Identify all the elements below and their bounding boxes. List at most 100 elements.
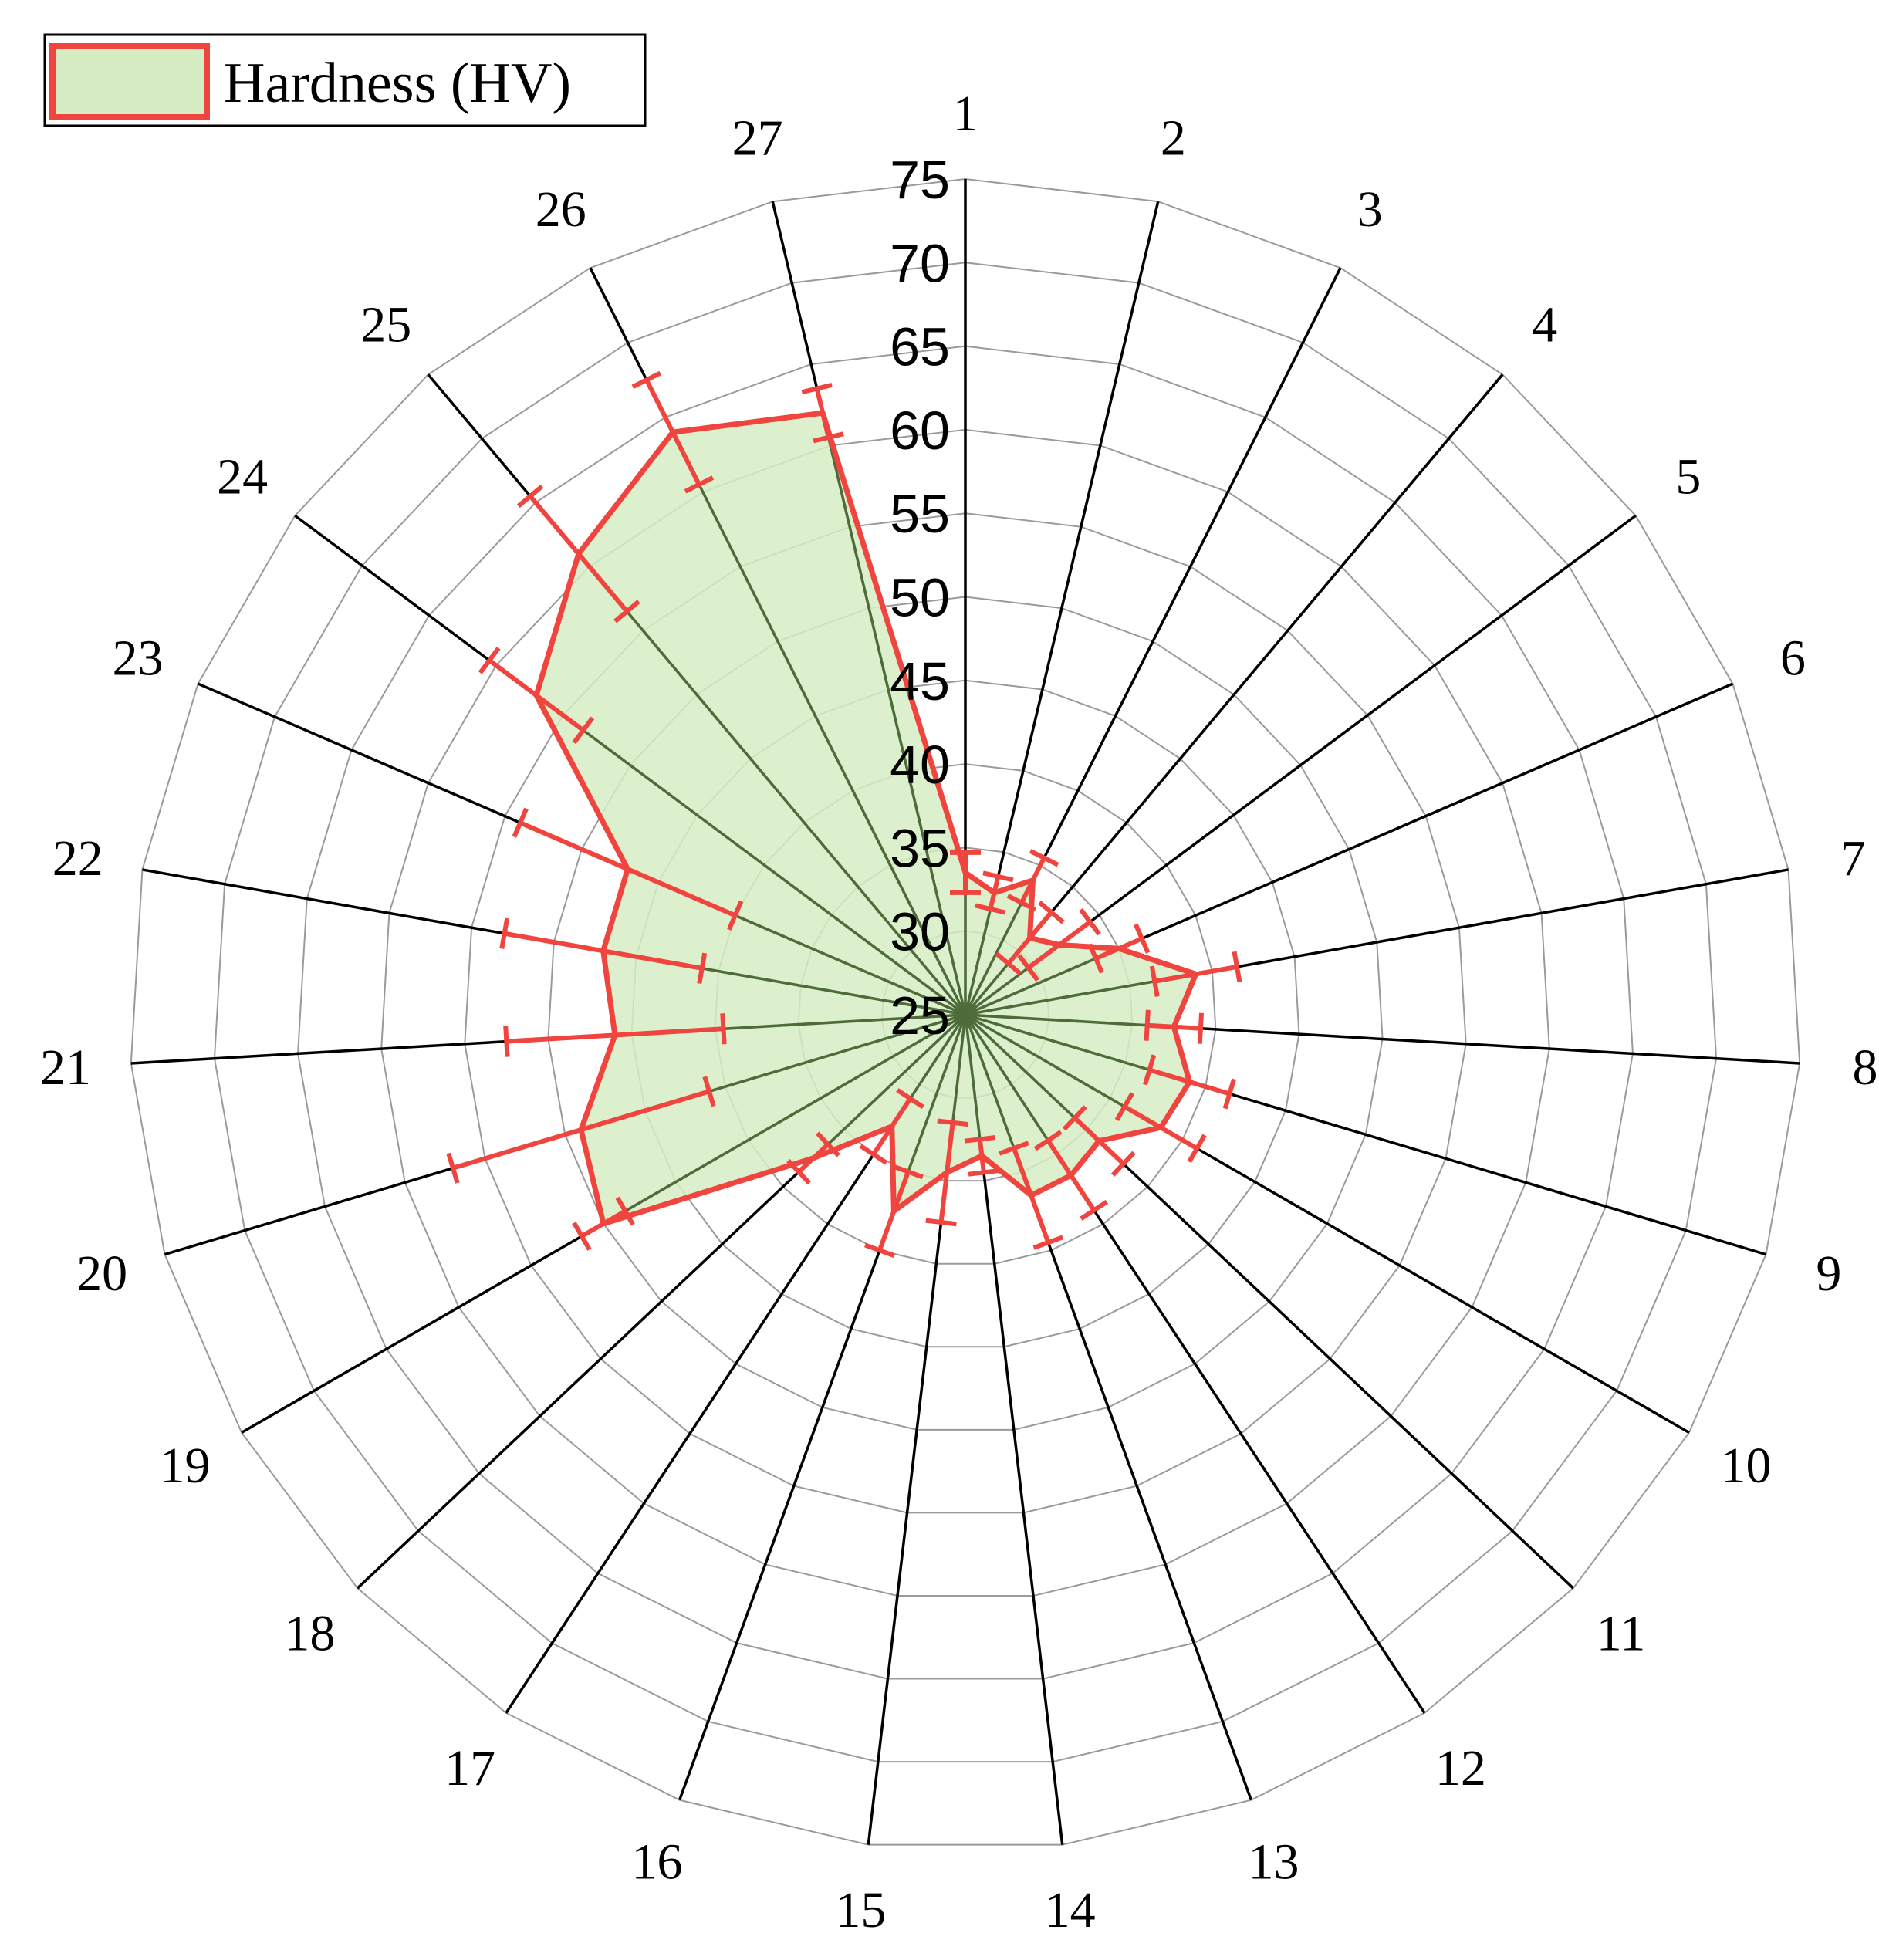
error-cap: [964, 1135, 996, 1144]
error-cap: [499, 917, 510, 949]
error-cap: [1232, 951, 1242, 983]
category-label: 21: [40, 1039, 91, 1096]
spoke: [964, 373, 1504, 1016]
category-label: 7: [1840, 830, 1866, 887]
error-cap: [801, 383, 833, 395]
error-cap: [893, 1164, 924, 1180]
error-cap: [1032, 1235, 1064, 1250]
category-label: 12: [1435, 1740, 1486, 1796]
error-cap: [975, 903, 1006, 915]
error-cap: [982, 870, 1014, 883]
spoke-inner: [965, 1013, 1174, 1029]
spoke-inner: [821, 412, 967, 1015]
category-label: 9: [1816, 1245, 1841, 1302]
error-cap: [503, 1026, 510, 1057]
error-cap: [859, 1144, 888, 1165]
error-cap: [1017, 954, 1040, 982]
category-label: 22: [52, 830, 103, 887]
error-cap: [512, 807, 529, 838]
grid-ring: [380, 428, 1550, 1597]
radial-tick-label: 25: [890, 985, 950, 1046]
error-cap: [684, 475, 715, 494]
category-label: 25: [360, 296, 411, 353]
error-cap: [1187, 1134, 1207, 1164]
error-cap: [631, 370, 662, 390]
category-label: 5: [1675, 449, 1701, 505]
category-label: 1: [953, 86, 978, 142]
spoke-inner: [965, 947, 1120, 1016]
legend-label: Hardness (HV): [224, 52, 571, 115]
radial-tick-label: 50: [890, 568, 950, 628]
category-label: 19: [159, 1438, 210, 1494]
error-cap: [1149, 965, 1160, 997]
spoke-inner: [964, 1014, 984, 1157]
category-label: 2: [1161, 110, 1186, 166]
error-cap: [697, 952, 708, 985]
spoke-inner: [671, 431, 967, 1015]
error-cap: [1134, 923, 1151, 954]
category-label: 3: [1357, 181, 1383, 238]
error-cap: [446, 1152, 460, 1184]
error-cap: [1079, 907, 1101, 936]
category-label: 16: [632, 1834, 683, 1891]
error-cap: [1114, 1092, 1134, 1121]
error-cap: [572, 1222, 592, 1251]
category-label: 27: [732, 110, 783, 166]
radial-tick-label: 30: [890, 902, 950, 962]
category-label: 8: [1853, 1039, 1878, 1096]
error-cap: [1222, 1078, 1236, 1110]
grid-ring: [130, 177, 1801, 1846]
error-cap: [995, 951, 1022, 975]
category-label: 13: [1248, 1834, 1299, 1891]
error-cap: [968, 1168, 1000, 1177]
spoke-inner: [812, 1013, 967, 1160]
category-label: 14: [1045, 1882, 1096, 1938]
error-cap: [516, 484, 544, 509]
radial-tick-labels: 25 30 35 40 45 50 55 60 65 70 75: [890, 150, 950, 1046]
error-cap: [864, 1242, 895, 1258]
legend: Hardness (HV): [43, 33, 647, 127]
category-label: 18: [284, 1606, 335, 1662]
error-cap: [999, 1141, 1029, 1156]
error-cap: [1080, 1199, 1108, 1221]
error-cap: [572, 716, 595, 745]
category-label: 4: [1532, 296, 1557, 353]
error-cap: [613, 600, 640, 623]
error-cap: [937, 1118, 968, 1127]
radial-tick-label: 35: [890, 818, 950, 878]
category-label: 23: [113, 630, 164, 686]
error-cap: [1062, 1105, 1087, 1131]
category-label: 6: [1780, 630, 1806, 686]
spoke-inner: [577, 553, 967, 1016]
category-label: 24: [217, 449, 268, 505]
radial-tick-label: 70: [890, 233, 950, 293]
error-cap: [1197, 1012, 1205, 1044]
error-cap: [726, 900, 744, 931]
radial-tick-label: 60: [890, 400, 950, 461]
radial-tick-label: 75: [890, 150, 950, 210]
category-label: 11: [1597, 1606, 1646, 1662]
error-cap: [1144, 1009, 1151, 1041]
error-cap: [478, 646, 501, 674]
radial-tick-label: 65: [890, 317, 950, 377]
error-cap: [720, 1013, 727, 1045]
category-label: 26: [536, 181, 586, 238]
category-label: 20: [76, 1245, 127, 1302]
spoke-inner: [603, 1013, 966, 1225]
radial-tick-label: 55: [890, 484, 950, 544]
error-cap: [896, 1088, 924, 1110]
category-label: 15: [835, 1882, 886, 1938]
error-cap: [925, 1218, 957, 1227]
series-line: [533, 410, 1199, 1227]
grid-ring: [297, 345, 1634, 1680]
error-cap: [702, 1076, 716, 1107]
error-cap: [1143, 1054, 1157, 1086]
error-cap: [1110, 1151, 1136, 1177]
grid-ring: [213, 262, 1718, 1763]
grid-rings: [130, 177, 1801, 1846]
radial-tick-label: 45: [890, 651, 950, 711]
error-cap: [1038, 901, 1065, 924]
grid-ring: [464, 512, 1467, 1514]
error-cap: [1033, 1130, 1063, 1151]
